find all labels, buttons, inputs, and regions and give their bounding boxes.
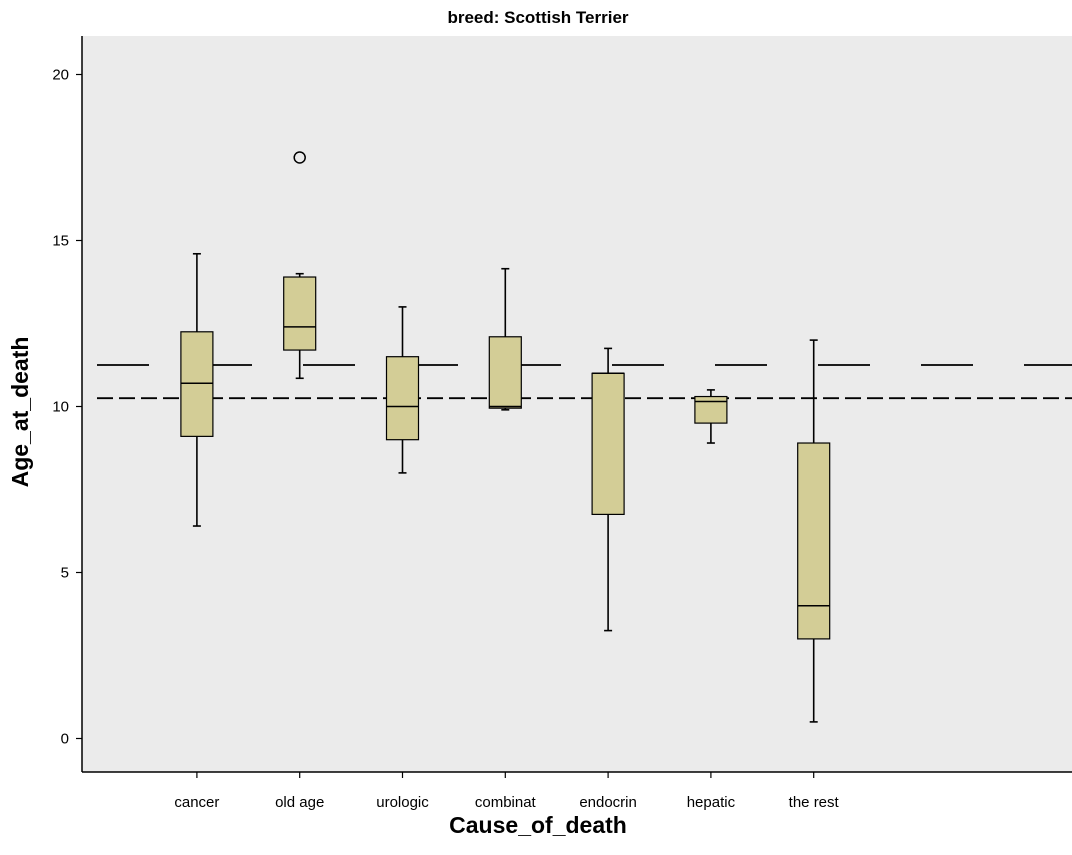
- box-iqr: [283, 276, 317, 351]
- x-tick-label: urologic: [376, 794, 429, 811]
- box-endocrin: [591, 347, 625, 632]
- box-old-age: [283, 151, 317, 380]
- y-tick-label: 20: [52, 67, 69, 84]
- reference-lines: [97, 364, 1072, 400]
- box-iqr: [694, 395, 728, 424]
- outlier-point: [293, 151, 306, 164]
- x-axis: cancer old age urologic combinat endocrin hep…: [82, 771, 1072, 811]
- x-tick-label: combinat: [475, 794, 537, 811]
- y-tick-label: 0: [61, 731, 69, 748]
- box-iqr: [488, 336, 522, 409]
- x-tick-label: cancer: [174, 794, 219, 811]
- box-combinat: [488, 267, 522, 411]
- y-axis: 0 5 10 15 20: [52, 36, 83, 772]
- y-tick-label: 5: [61, 565, 69, 582]
- box-iqr: [385, 356, 420, 441]
- x-tick-label: endocrin: [579, 794, 637, 811]
- box-urologic: [385, 306, 420, 474]
- y-tick-label: 10: [52, 399, 69, 416]
- boxes: [180, 151, 831, 723]
- box-iqr: [797, 442, 831, 640]
- chart-title: breed: Scottish Terrier: [447, 8, 628, 27]
- x-tick-label: old age: [275, 794, 324, 811]
- box-hepatic: [694, 389, 728, 444]
- x-tick-label: hepatic: [687, 794, 736, 811]
- y-axis-label: Age_at_death: [7, 337, 33, 488]
- plot-area: [82, 36, 1072, 772]
- x-tick-label: the rest: [789, 794, 840, 811]
- box-iqr: [591, 372, 625, 515]
- x-axis-label: Cause_of_death: [449, 812, 627, 838]
- y-tick-label: 15: [52, 233, 69, 250]
- box-the-rest: [797, 339, 831, 723]
- box-iqr: [180, 331, 214, 437]
- box-cancer: [180, 252, 214, 527]
